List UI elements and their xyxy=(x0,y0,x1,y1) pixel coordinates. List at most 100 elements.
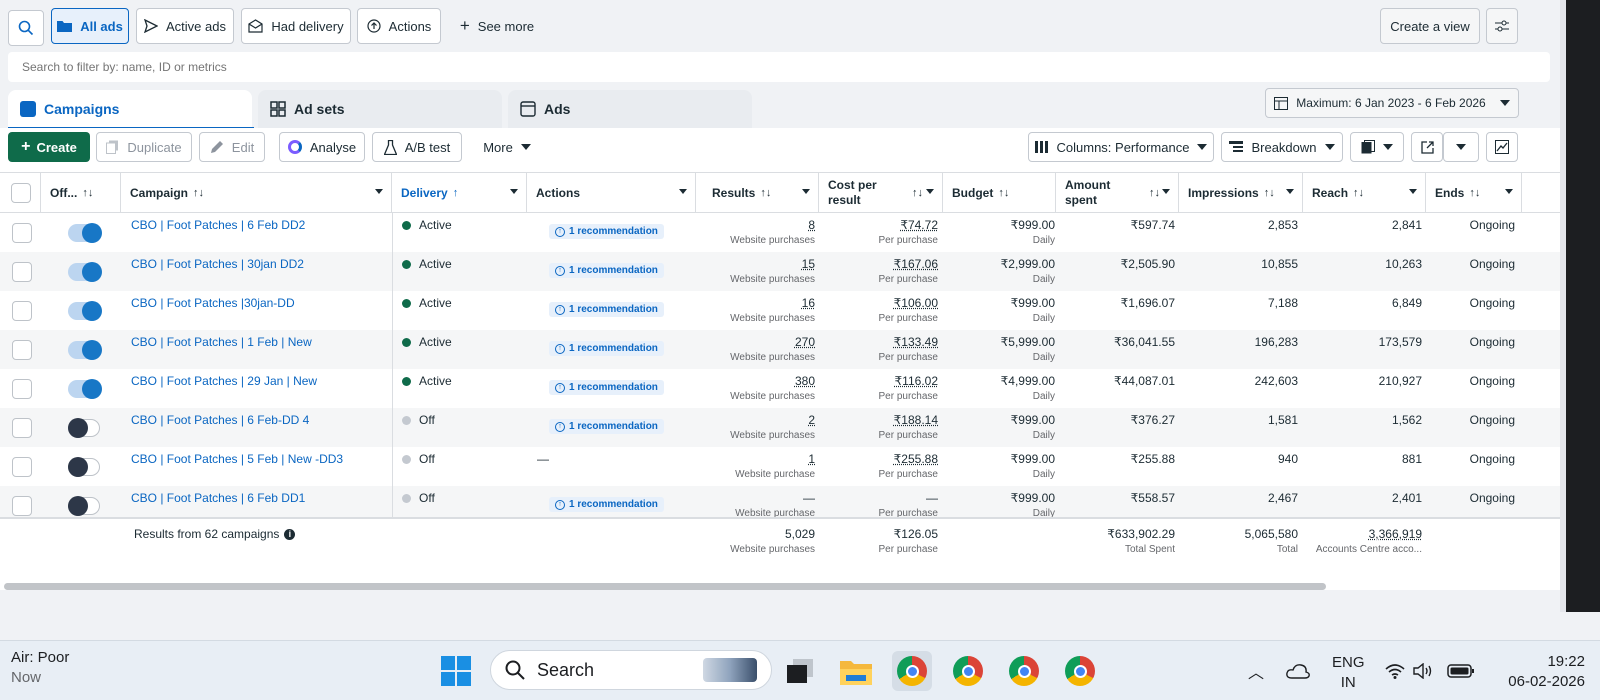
file-explorer-icon[interactable] xyxy=(836,651,876,691)
weather-widget[interactable]: Air: Poor Now xyxy=(11,649,69,686)
analyse-button[interactable]: Analyse xyxy=(279,132,365,162)
campaign-name-link[interactable]: CBO | Foot Patches |30jan-DD xyxy=(131,296,295,310)
recommendation-badge[interactable]: ↑ 1 recommendation xyxy=(549,224,664,239)
table-row[interactable]: CBO | Foot Patches | 5 Feb | New -DD3 Off… xyxy=(0,447,1560,486)
header-delivery[interactable]: Delivery ↑ xyxy=(392,173,527,213)
chevron-down-icon[interactable] xyxy=(926,189,934,194)
chevron-down-icon[interactable] xyxy=(679,189,687,194)
recommendation-badge[interactable]: ↑ 1 recommendation xyxy=(549,341,664,356)
all-ads-button[interactable]: All ads xyxy=(51,8,129,44)
header-amount-spent[interactable]: Amount spent ↑↓ xyxy=(1056,173,1179,213)
table-row[interactable]: CBO | Foot Patches | 1 Feb | New Active ↑ 1… xyxy=(0,330,1560,369)
ab-test-button[interactable]: A/B test xyxy=(372,132,462,162)
row-checkbox[interactable] xyxy=(12,340,32,360)
date-range-picker[interactable]: Maximum: 6 Jan 2023 - 6 Feb 2026 xyxy=(1265,88,1519,118)
chevron-down-icon[interactable] xyxy=(1409,189,1417,194)
table-row[interactable]: CBO | Foot Patches | 30jan DD2 Active ↑ 1 r… xyxy=(0,252,1560,291)
campaign-name-link[interactable]: CBO | Foot Patches | 6 Feb DD2 xyxy=(131,218,306,232)
reports-button[interactable] xyxy=(1350,132,1404,162)
tab-ads[interactable]: Ads xyxy=(508,90,752,128)
campaign-toggle[interactable] xyxy=(68,223,102,243)
chevron-down-icon[interactable] xyxy=(1162,189,1170,194)
row-checkbox[interactable] xyxy=(12,379,32,399)
export-button[interactable] xyxy=(1411,132,1443,162)
chrome-profile-4-icon[interactable] xyxy=(1060,651,1100,691)
charts-button[interactable] xyxy=(1486,132,1518,162)
volume-icon[interactable] xyxy=(1413,663,1435,679)
header-cost-per-result[interactable]: Cost per result ↑↓ xyxy=(819,173,943,213)
header-campaign[interactable]: Campaign ↑↓ xyxy=(121,173,392,213)
row-checkbox[interactable] xyxy=(12,457,32,477)
duplicate-button[interactable]: Duplicate xyxy=(96,132,192,162)
recommendation-badge[interactable]: ↑ 1 recommendation xyxy=(549,380,664,395)
taskbar-search[interactable]: Search xyxy=(490,650,772,690)
header-ends[interactable]: Ends ↑↓ xyxy=(1426,173,1522,213)
campaign-toggle[interactable] xyxy=(68,262,102,282)
more-button[interactable]: More xyxy=(474,132,540,162)
header-budget[interactable]: Budget ↑↓ xyxy=(943,173,1056,213)
horizontal-scrollbar[interactable] xyxy=(4,583,1326,590)
header-actions[interactable]: Actions xyxy=(527,173,696,213)
battery-icon[interactable] xyxy=(1447,663,1475,679)
chrome-profile-1-icon[interactable] xyxy=(892,651,932,691)
header-offon[interactable]: Off... ↑↓ xyxy=(41,173,121,213)
see-more-button[interactable]: + See more xyxy=(452,8,542,44)
table-row[interactable]: CBO | Foot Patches | 29 Jan | New Active ↑… xyxy=(0,369,1560,408)
chrome-profile-3-icon[interactable] xyxy=(1004,651,1044,691)
active-ads-button[interactable]: Active ads xyxy=(136,8,234,44)
chevron-up-icon[interactable]: ︿ xyxy=(1248,665,1265,682)
windows-start-icon[interactable] xyxy=(436,651,476,691)
chevron-down-icon[interactable] xyxy=(1286,189,1294,194)
create-button[interactable]: + Create xyxy=(8,132,90,162)
campaign-name-link[interactable]: CBO | Foot Patches | 6 Feb DD1 xyxy=(131,491,306,505)
campaign-name-link[interactable]: CBO | Foot Patches | 30jan DD2 xyxy=(131,257,304,271)
row-checkbox[interactable] xyxy=(12,418,32,438)
filter-search-input[interactable] xyxy=(8,52,1550,82)
campaign-toggle[interactable] xyxy=(68,340,102,360)
campaign-toggle[interactable] xyxy=(68,457,100,477)
row-checkbox[interactable] xyxy=(12,223,32,243)
tab-campaigns[interactable]: Campaigns xyxy=(8,90,252,128)
export-menu-button[interactable] xyxy=(1443,132,1479,162)
actions-filter-button[interactable]: Actions xyxy=(357,8,441,44)
header-results[interactable]: Results ↑↓ xyxy=(696,173,819,213)
wifi-icon[interactable] xyxy=(1385,663,1405,679)
header-reach[interactable]: Reach ↑↓ xyxy=(1303,173,1426,213)
table-row[interactable]: CBO | Foot Patches |30jan-DD Active ↑ 1 rec… xyxy=(0,291,1560,330)
campaign-toggle[interactable] xyxy=(68,496,100,516)
select-all-checkbox[interactable] xyxy=(11,183,31,203)
table-row[interactable]: CBO | Foot Patches | 6 Feb DD2 Active ↑ 1 r… xyxy=(0,213,1560,252)
table-row[interactable]: CBO | Foot Patches | 6 Feb-DD 4 Off ↑ 1 rec… xyxy=(0,408,1560,447)
chevron-down-icon[interactable] xyxy=(510,189,518,194)
search-button[interactable] xyxy=(8,10,44,46)
campaign-name-link[interactable]: CBO | Foot Patches | 1 Feb | New xyxy=(131,335,312,349)
columns-button[interactable]: Columns: Performance xyxy=(1028,132,1214,162)
info-icon[interactable]: i xyxy=(284,528,296,540)
recommendation-badge[interactable]: ↑ 1 recommendation xyxy=(549,302,664,317)
breakdown-button[interactable]: Breakdown xyxy=(1221,132,1343,162)
row-checkbox[interactable] xyxy=(12,496,32,516)
campaign-toggle[interactable] xyxy=(68,418,100,438)
row-checkbox[interactable] xyxy=(12,301,32,321)
language-indicator[interactable]: ENG IN xyxy=(1332,653,1365,693)
chrome-profile-2-icon[interactable] xyxy=(948,651,988,691)
view-settings-button[interactable] xyxy=(1486,8,1518,44)
campaign-name-link[interactable]: CBO | Foot Patches | 29 Jan | New xyxy=(131,374,318,388)
campaign-name-link[interactable]: CBO | Foot Patches | 5 Feb | New -DD3 xyxy=(131,452,344,466)
chevron-down-icon[interactable] xyxy=(802,189,810,194)
tab-ad-sets[interactable]: Ad sets xyxy=(258,90,502,128)
recommendation-badge[interactable]: ↑ 1 recommendation xyxy=(549,419,664,434)
campaign-name-link[interactable]: CBO | Foot Patches | 6 Feb-DD 4 xyxy=(131,413,310,427)
edit-button[interactable]: Edit xyxy=(199,132,265,162)
had-delivery-button[interactable]: Had delivery xyxy=(241,8,351,44)
clock[interactable]: 19:22 06-02-2026 xyxy=(1500,652,1585,692)
campaign-toggle[interactable] xyxy=(68,379,102,399)
cloud-icon[interactable] xyxy=(1286,663,1310,679)
chevron-down-icon[interactable] xyxy=(375,189,383,194)
task-view-icon[interactable] xyxy=(780,651,820,691)
header-impressions[interactable]: Impressions ↑↓ xyxy=(1179,173,1303,213)
campaign-toggle[interactable] xyxy=(68,301,102,321)
create-view-button[interactable]: Create a view xyxy=(1380,8,1480,44)
recommendation-badge[interactable]: ↑ 1 recommendation xyxy=(549,497,664,512)
row-checkbox[interactable] xyxy=(12,262,32,282)
